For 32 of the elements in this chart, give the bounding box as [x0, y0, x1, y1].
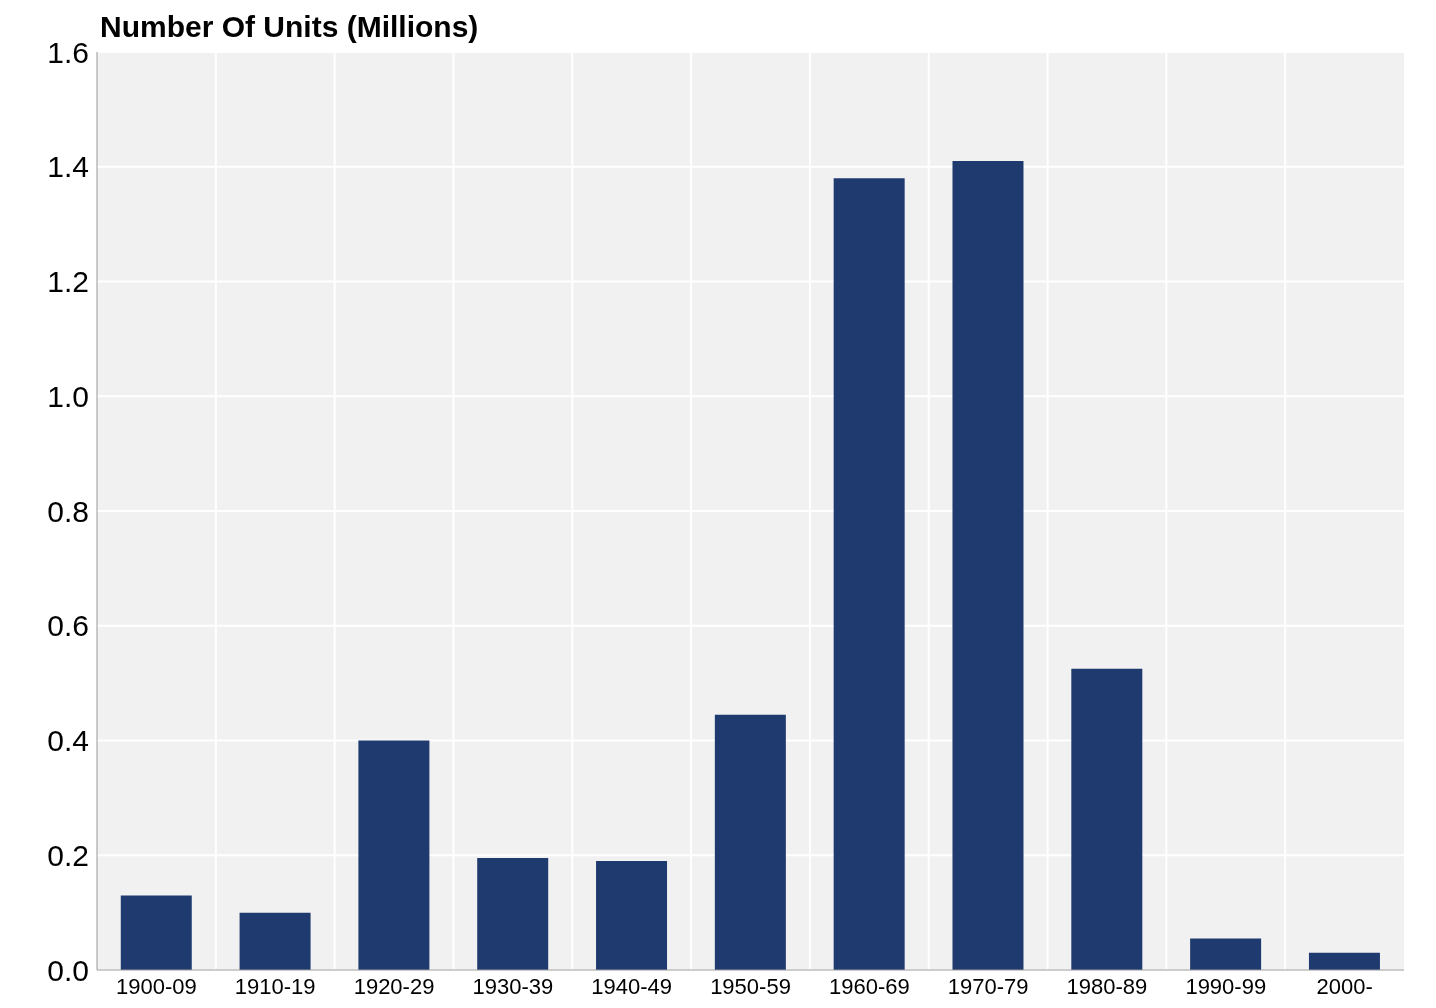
y-tick-label: 0.0	[47, 953, 89, 987]
bar	[120, 895, 192, 970]
y-tick-label: 1.0	[47, 379, 89, 413]
x-tick-label: 1990-99	[1185, 973, 1267, 999]
y-tick-label: 1.6	[47, 35, 89, 69]
bar	[1308, 952, 1380, 970]
x-tick-label: 1970-79	[947, 973, 1029, 999]
bar	[477, 858, 549, 970]
bar	[833, 178, 905, 970]
x-tick-label: 1960-69	[828, 973, 910, 999]
bar	[1071, 668, 1143, 970]
x-tick-label: 1980-89	[1066, 973, 1148, 999]
y-tick-label: 1.4	[47, 150, 89, 184]
bar	[358, 740, 430, 970]
x-tick-label: 1900-09	[116, 973, 197, 999]
bar	[596, 860, 668, 970]
x-tick-label: 1950-59	[710, 973, 791, 999]
y-tick-label: 0.6	[47, 609, 89, 643]
chart-title: Number Of Units (Millions)	[100, 10, 479, 44]
x-tick-label: 1940-49	[591, 973, 673, 999]
bar	[239, 912, 311, 970]
bar	[952, 161, 1024, 970]
x-tick-label: 1930-39	[472, 973, 554, 999]
x-tick-label: 1910-19	[234, 973, 316, 999]
x-tick-label: 2000-	[1316, 973, 1373, 999]
bar	[1190, 938, 1262, 970]
x-tick-label: 1920-29	[353, 973, 435, 999]
y-tick-label: 0.8	[47, 494, 89, 528]
y-tick-label: 0.2	[47, 838, 89, 872]
y-tick-label: 0.4	[47, 724, 89, 758]
y-tick-label: 1.2	[47, 265, 89, 299]
bar	[714, 714, 786, 970]
